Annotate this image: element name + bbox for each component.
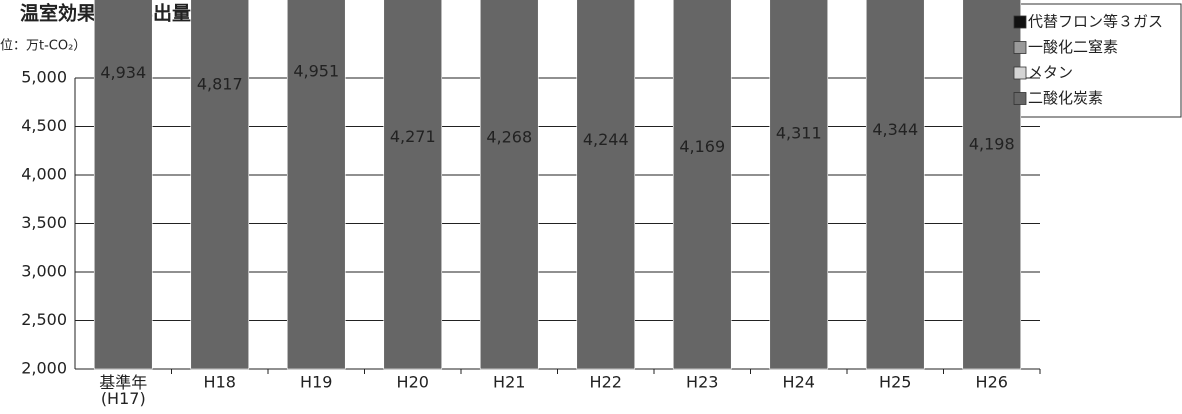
x-tick-label: 基準年(H17): [99, 373, 147, 408]
legend-label: メタン: [1028, 64, 1073, 82]
x-tick-label: H24: [783, 373, 815, 392]
bar-segment: [286, 0, 346, 370]
legend-swatch: [1013, 92, 1027, 105]
y-tick-label: 3,000: [21, 262, 67, 281]
bar-segment: [672, 0, 732, 370]
x-tick-label: H22: [590, 373, 622, 392]
y-tick-label: 5,000: [21, 68, 67, 87]
bar-segment: [962, 0, 1022, 370]
bar-segment: [93, 0, 153, 370]
y-tick-label: 2,500: [21, 310, 67, 329]
y-tick-label: 4,500: [21, 116, 67, 135]
legend-label: 二酸化炭素: [1028, 89, 1103, 107]
unit-label: 位：万t-CO₂）: [0, 39, 86, 54]
x-tick-label: H18: [204, 373, 236, 392]
total-label: 4,817: [197, 74, 243, 93]
legend-label: 一酸化二窒素: [1028, 38, 1118, 56]
bar-segment: [769, 0, 829, 370]
legend-box: [1009, 3, 1182, 118]
y-tick-label: 3,500: [21, 213, 67, 232]
bar-segment: [190, 0, 250, 370]
x-tick-label: H25: [879, 373, 911, 392]
bar-segment: [479, 0, 539, 370]
total-label: 4,198: [969, 134, 1015, 153]
y-tick-label: 2,000: [21, 359, 67, 378]
total-label: 4,271: [390, 127, 436, 146]
x-tick-label: H20: [397, 373, 429, 392]
total-label: 4,311: [776, 123, 822, 142]
y-tick-label: 4,000: [21, 165, 67, 184]
x-tick-label: H21: [493, 373, 525, 392]
bar-segment: [383, 0, 443, 370]
total-label: 4,951: [293, 61, 339, 80]
total-label: 4,169: [679, 137, 725, 156]
bar-segment: [865, 0, 925, 370]
x-tick-label: H19: [300, 373, 332, 392]
x-tick-label: H23: [686, 373, 718, 392]
total-label: 4,268: [486, 128, 532, 147]
legend-swatch: [1013, 66, 1027, 80]
total-label: 4,344: [872, 120, 918, 139]
bar-segment: [576, 0, 636, 370]
legend-swatch: [1013, 15, 1027, 29]
legend-label: 代替フロン等３ガス: [1028, 13, 1163, 31]
total-label: 4,244: [583, 130, 629, 149]
legend-swatch: [1013, 41, 1027, 54]
total-label: 4,934: [100, 63, 146, 82]
x-tick-label: H26: [976, 373, 1008, 392]
